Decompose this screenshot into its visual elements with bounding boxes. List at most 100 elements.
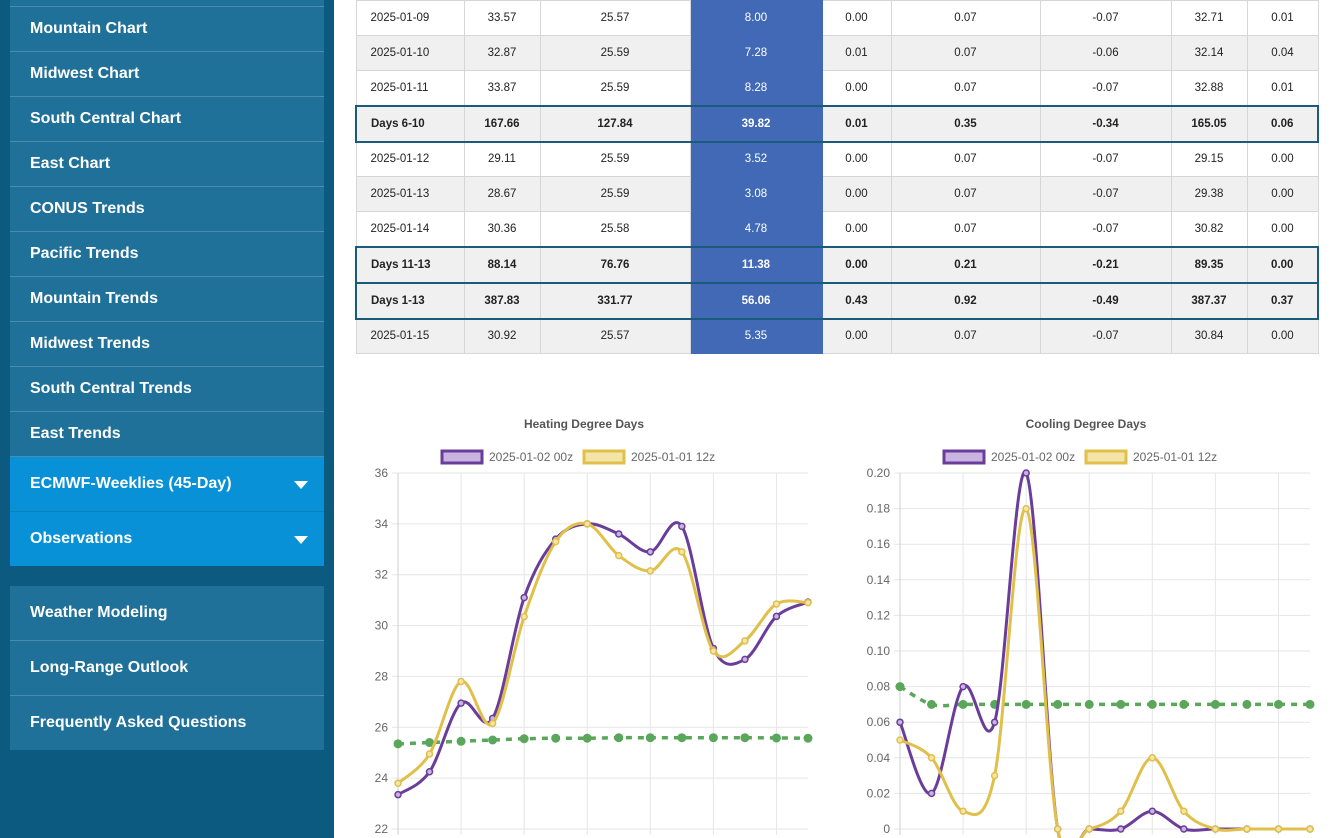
legend-swatch [582, 449, 626, 465]
data-point [1243, 825, 1251, 833]
data-point [1053, 699, 1063, 709]
data-point [708, 733, 718, 743]
y-tick-label: 0.02 [867, 786, 891, 800]
sidebar-link-weather-modeling[interactable]: Weather Modeling [10, 586, 324, 641]
data-point [1053, 825, 1062, 833]
data-point [394, 779, 402, 787]
table-cell: 0.01 [1246, 70, 1319, 106]
table-cell: -0.34 [1039, 104, 1172, 143]
data-point [520, 612, 528, 621]
data-point [394, 790, 402, 799]
table-cell: 0.00 [821, 0, 892, 36]
data-point [771, 733, 781, 743]
data-point [1305, 699, 1315, 709]
data-point [1147, 699, 1157, 709]
chart-title: Heating Degree Days [524, 417, 644, 431]
data-point [1180, 807, 1188, 815]
data-point [896, 736, 904, 744]
sidebar-item-conus-trends[interactable]: CONUS Trends [10, 187, 324, 232]
table-cell: 8.28 [689, 70, 823, 106]
table-summary-row: Days 1-13 387.83 331.77 56.06 0.43 0.92 -0.49 3… [355, 281, 1319, 320]
table-cell: 0.92 [890, 281, 1041, 320]
table-cell: 0.07 [890, 141, 1041, 177]
data-point [959, 682, 967, 691]
data-point [896, 718, 904, 726]
table-cell: 0.00 [821, 70, 892, 106]
table-cell: 30.82 [1170, 211, 1248, 247]
y-tick-label: 34 [375, 517, 389, 531]
sidebar-link-faq[interactable]: Frequently Asked Questions [10, 696, 324, 750]
table-cell: 11.38 [689, 245, 823, 284]
sidebar-link-label: Weather Modeling [30, 604, 168, 621]
table-cell: 0.00 [821, 318, 892, 354]
data-point [645, 733, 655, 743]
y-tick-label: 0.06 [867, 715, 891, 729]
data-point [646, 548, 655, 556]
data-point [646, 567, 655, 575]
table-cell: 0.00 [1246, 141, 1319, 177]
table-cell: Days 1-13 [355, 281, 465, 320]
sidebar-item-top-partial[interactable] [10, 0, 324, 7]
table-cell: 25.59 [539, 176, 691, 212]
table-cell: 0.04 [1246, 35, 1319, 71]
y-tick-label: 0.14 [867, 573, 891, 587]
data-point [1021, 699, 1031, 709]
sidebar-item-pacific-trends[interactable]: Pacific Trends [10, 232, 324, 277]
sidebar-item-label: Mountain Trends [30, 290, 158, 307]
table-cell: 25.59 [539, 141, 691, 177]
data-point [803, 733, 813, 743]
sidebar-item-label: East Trends [30, 425, 121, 442]
sidebar-dropdown-observations[interactable]: Observations [10, 512, 324, 566]
y-tick-label: 0.04 [867, 751, 891, 765]
table-cell: 29.11 [463, 141, 541, 177]
legend-swatch [440, 449, 484, 465]
legend-label: 2025-01-01 12z [631, 450, 715, 464]
table-cell: -0.07 [1039, 141, 1172, 177]
table-cell: 387.83 [463, 281, 541, 320]
y-tick-label: 0.08 [867, 680, 891, 694]
table-cell: -0.07 [1039, 0, 1172, 36]
sidebar: Mountain Chart Midwest Chart South Centr… [0, 0, 334, 838]
table-cell: 0.07 [890, 35, 1041, 71]
sidebar-item-east-trends[interactable]: East Trends [10, 412, 324, 457]
data-point [457, 677, 465, 686]
table-cell: 4.78 [689, 211, 823, 247]
legend-label: 2025-01-01 12z [1133, 450, 1217, 464]
sidebar-item-midwest-trends[interactable]: Midwest Trends [10, 322, 324, 367]
data-point [678, 522, 686, 531]
data-point [990, 771, 999, 780]
table-cell: 167.66 [463, 104, 541, 143]
table-cell: 76.76 [539, 245, 691, 284]
table-cell: 25.59 [539, 35, 691, 71]
table-cell: 32.14 [1170, 35, 1248, 71]
table-cell: 25.57 [539, 318, 691, 354]
table-cell: 0.07 [890, 318, 1041, 354]
sidebar-item-south-central-trends[interactable]: South Central Trends [10, 367, 324, 412]
data-point [772, 612, 781, 621]
table-cell: 7.28 [689, 35, 823, 71]
table-cell: 387.37 [1170, 281, 1248, 320]
table-cell: 30.92 [463, 318, 541, 354]
table-cell: 0.00 [821, 211, 892, 247]
sidebar-dropdown-ecmwf-weeklies[interactable]: ECMWF-Weeklies (45-Day) [10, 457, 324, 512]
table-row: 2025-01-11 33.87 25.59 8.28 0.00 0.07 -0.07 32.… [355, 70, 1319, 106]
table-cell: 165.05 [1170, 104, 1248, 143]
table-cell: 39.82 [689, 104, 823, 143]
data-point [772, 600, 781, 608]
sidebar-link-long-range-outlook[interactable]: Long-Range Outlook [10, 641, 324, 696]
table-cell: -0.07 [1039, 176, 1172, 212]
sidebar-item-east-chart[interactable]: East Chart [10, 142, 324, 187]
data-point [895, 682, 905, 692]
table-cell: 30.84 [1170, 318, 1248, 354]
table-cell: 29.15 [1170, 141, 1248, 177]
sidebar-item-midwest-chart[interactable]: Midwest Chart [10, 52, 324, 97]
caret-down-icon [294, 536, 308, 544]
sidebar-item-mountain-trends[interactable]: Mountain Trends [10, 277, 324, 322]
sidebar-item-south-central-chart[interactable]: South Central Chart [10, 97, 324, 142]
table-cell: 0.21 [890, 245, 1041, 284]
sidebar-item-mountain-chart[interactable]: Mountain Chart [10, 7, 324, 52]
data-point [1180, 825, 1188, 833]
data-point [804, 598, 812, 607]
table-row: 2025-01-10 32.87 25.59 7.28 0.01 0.07 -0.06 32.… [355, 35, 1319, 71]
table-row: 2025-01-14 30.36 25.58 4.78 0.00 0.07 -0.07 30.… [355, 211, 1319, 247]
